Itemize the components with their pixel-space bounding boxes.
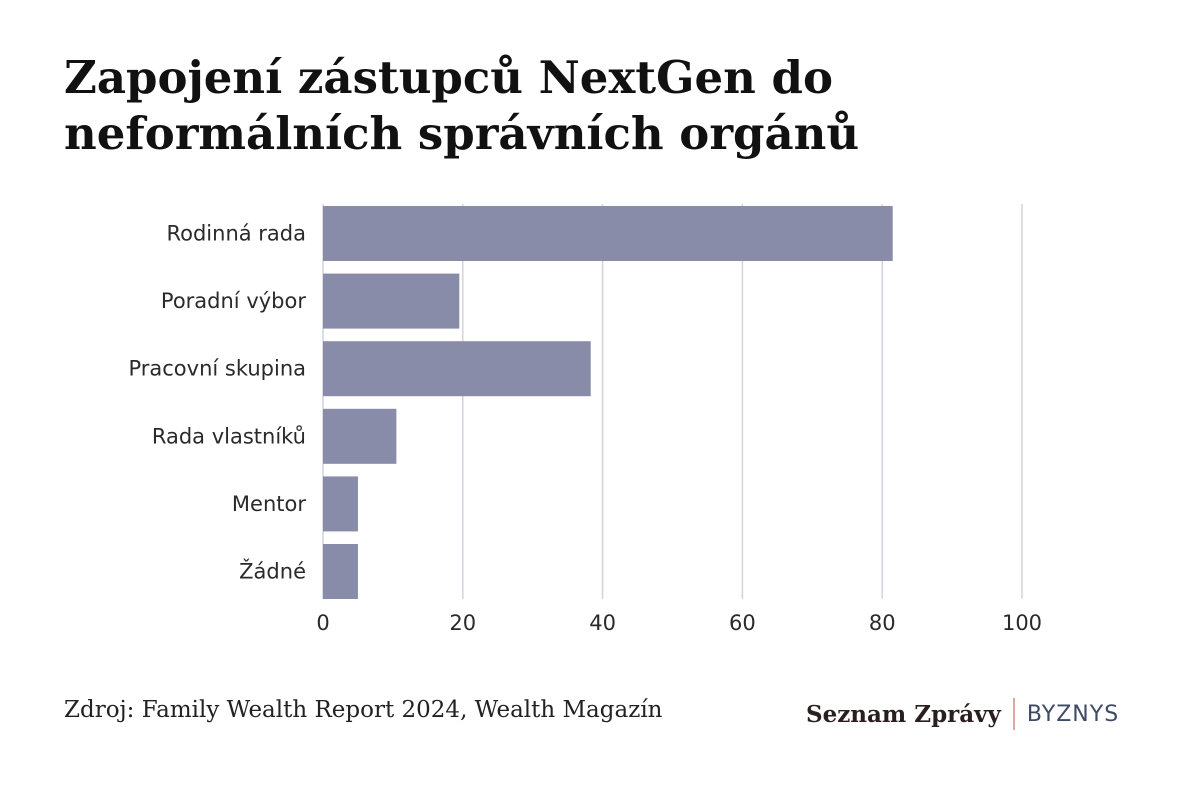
brand-section: BYZNYS xyxy=(1026,701,1120,727)
category-label-0: Rodinná rada xyxy=(166,222,306,246)
category-labels: Rodinná rada Poradní výbor Pracovní skupin… xyxy=(128,222,306,584)
bar-1 xyxy=(323,273,460,329)
x-tick-label-80: 80 xyxy=(869,611,896,635)
bar-5 xyxy=(323,544,358,599)
x-tick-label-20: 20 xyxy=(449,611,476,635)
bar-3 xyxy=(323,408,397,464)
bars xyxy=(323,206,893,599)
brand-name: Seznam Zprávy xyxy=(806,700,1001,728)
source-note: Zdroj: Family Wealth Report 2024, Wealth… xyxy=(64,697,663,723)
category-label-3: Rada vlastníků xyxy=(152,424,306,448)
x-tick-label-100: 100 xyxy=(1002,611,1042,635)
x-tick-label-0: 0 xyxy=(316,611,329,635)
brand-logo: Seznam Zprávy BYZNYS xyxy=(806,697,1119,731)
category-label-5: Žádné xyxy=(239,559,306,584)
bar-chart: Rodinná rada Poradní výbor Pracovní skupin… xyxy=(128,204,1042,635)
category-label-4: Mentor xyxy=(232,492,306,516)
x-tick-label-40: 40 xyxy=(589,611,616,635)
bar-0 xyxy=(323,206,893,261)
x-tick-labels: 0 20 40 60 80 100 xyxy=(316,611,1042,635)
brand-separator xyxy=(1012,698,1015,730)
chart-title: Zapojení zástupců NextGen do neformálníc… xyxy=(64,51,860,160)
bar-4 xyxy=(323,476,358,532)
category-label-1: Poradní výbor xyxy=(161,289,306,313)
category-label-2: Pracovní skupina xyxy=(128,357,306,381)
bar-2 xyxy=(323,341,591,397)
grid-lines xyxy=(322,204,1023,599)
x-tick-label-60: 60 xyxy=(729,611,756,635)
